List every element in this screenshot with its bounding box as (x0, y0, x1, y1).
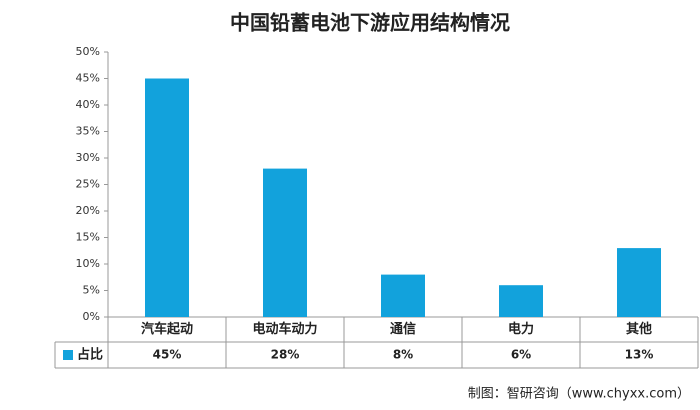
y-tick-label: 35% (76, 125, 100, 138)
bar (145, 78, 189, 317)
y-tick-label: 5% (83, 284, 100, 297)
value-label: 6% (511, 348, 531, 362)
x-tick-label: 通信 (390, 321, 416, 337)
value-label: 28% (271, 348, 300, 362)
legend-label: 占比 (77, 347, 103, 363)
y-tick-label: 20% (76, 204, 100, 217)
y-tick-label: 15% (76, 231, 100, 244)
y-tick-label: 40% (76, 98, 100, 111)
x-tick-label: 电力 (508, 321, 534, 337)
chart-title: 中国铅蓄电池下游应用结构情况 (230, 11, 510, 35)
source: 制图：智研咨询（www.chyxx.com） (468, 387, 690, 402)
bar (263, 168, 307, 317)
bar (617, 248, 661, 317)
value-label: 8% (393, 348, 413, 362)
x-tick-label: 汽车起动 (141, 321, 193, 337)
y-tick-label: 10% (76, 257, 100, 270)
x-tick-label: 其他 (626, 321, 652, 337)
x-tick-label: 电动车动力 (252, 321, 317, 337)
y-tick-label: 0% (83, 310, 100, 323)
y-tick-label: 50% (76, 45, 100, 58)
bar (381, 274, 425, 317)
y-tick-label: 25% (76, 178, 100, 191)
y-tick-label: 45% (76, 72, 100, 85)
value-label: 13% (625, 348, 654, 362)
bar (499, 285, 543, 317)
value-label: 45% (153, 348, 182, 362)
legend-key (63, 350, 73, 360)
y-tick-label: 30% (76, 151, 100, 164)
